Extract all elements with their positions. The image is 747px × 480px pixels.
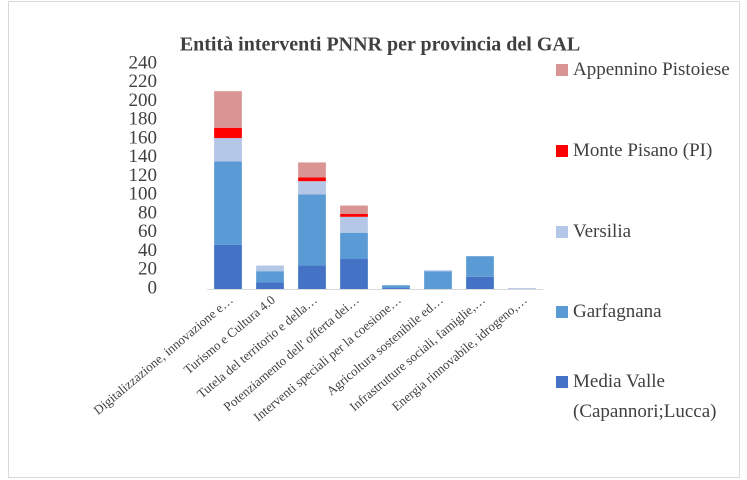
bar-segment: [340, 216, 368, 233]
chart-title: Entità interventi PNNR per provincia del…: [180, 34, 580, 56]
y-tick-label: 180: [129, 109, 158, 130]
legend-entry: Versilia: [556, 217, 731, 247]
legend-label: Garfagnana: [573, 301, 662, 322]
y-tick-label: 200: [129, 90, 158, 111]
legend-label: Versilia: [573, 221, 632, 242]
legend-entry: Appennino Pistoiese: [556, 55, 731, 85]
bar-segment: [298, 181, 326, 195]
bar-segment: [298, 194, 326, 266]
legend-swatch: [556, 226, 568, 238]
y-tick-label: 100: [129, 184, 158, 205]
bar-segment: [340, 214, 368, 217]
bar-segment: [214, 161, 242, 245]
bar-segment: [382, 285, 410, 289]
y-tick-label: 220: [129, 71, 158, 92]
y-tick-label: 120: [129, 165, 158, 186]
legend-entry: Garfagnana: [556, 297, 731, 327]
bar-segment: [214, 244, 242, 289]
y-tick-label: 140: [129, 146, 158, 167]
bar-segment: [466, 256, 494, 277]
bar-segment: [340, 232, 368, 259]
y-tick-label: 20: [138, 259, 157, 280]
legend-label: Media Valle (Capannori;Lucca): [573, 371, 717, 422]
legend-swatch: [556, 376, 568, 388]
bar-segment: [298, 162, 326, 178]
bar-segment: [382, 288, 410, 289]
bar-segment: [340, 259, 368, 289]
bar-segment: [466, 276, 494, 289]
bar-segment: [214, 138, 242, 162]
legend-label: Appennino Pistoiese: [573, 59, 730, 80]
bar-segment: [340, 205, 368, 214]
y-tick-label: 0: [148, 277, 158, 298]
y-tick-label: 240: [129, 52, 158, 73]
legend-label: Monte Pisano (PI): [573, 140, 713, 161]
bar-segment: [256, 265, 284, 272]
y-tick-label: 160: [129, 127, 158, 148]
legend-entry: Monte Pisano (PI): [556, 136, 731, 166]
chart-frame: [8, 1, 740, 478]
bar-segment: [424, 271, 452, 289]
legend-swatch: [556, 64, 568, 76]
y-tick-label: 60: [138, 221, 157, 242]
bar-segment: [298, 265, 326, 289]
bar-segment: [424, 270, 452, 272]
y-tick-label: 80: [138, 202, 157, 223]
bar-segment: [256, 282, 284, 289]
bar-segment: [256, 271, 284, 283]
legend-swatch: [556, 306, 568, 318]
bar-segment: [214, 91, 242, 128]
legend-swatch: [556, 145, 568, 157]
legend-entry: Media Valle (Capannori;Lucca): [556, 367, 731, 427]
bar-segment: [214, 127, 242, 139]
y-tick-label: 40: [138, 240, 157, 261]
bar-segment: [298, 177, 326, 182]
bar-segment: [508, 288, 536, 289]
